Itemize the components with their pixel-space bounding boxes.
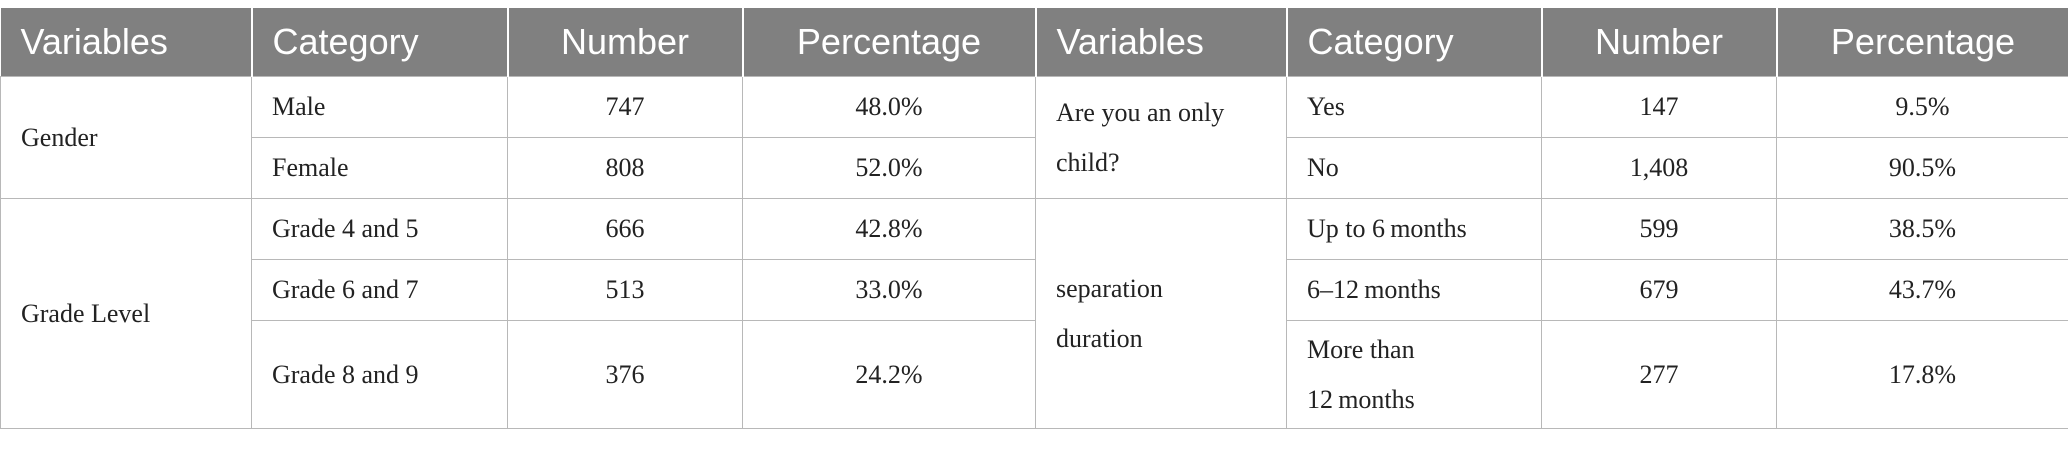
percentage-cell: 24.2%: [742, 320, 1036, 429]
number-cell: 679: [1541, 259, 1777, 321]
category-line2: 12 months: [1307, 384, 1415, 414]
number-cell: 599: [1541, 198, 1777, 260]
percentage-cell: 52.0%: [742, 137, 1036, 199]
variable-only-child-line1: Are you an only: [1056, 97, 1225, 127]
header-number: Number: [506, 8, 743, 77]
table-row: Gender Male 747 48.0% Are you an only chi…: [0, 76, 2068, 199]
demographics-table: Variables Category Number Percentage Var…: [0, 8, 2068, 429]
table-row: Female 808 52.0% No 1,408 90.5%: [1, 137, 2068, 199]
percentage-cell: 90.5%: [1776, 137, 2068, 199]
header-variables-2: Variables: [1034, 8, 1287, 77]
category-cell: Up to 6 months: [1286, 198, 1542, 260]
number-cell: 1,408: [1541, 137, 1777, 199]
number-cell: 747: [507, 76, 743, 138]
variable-only-child-line2: child?: [1056, 147, 1120, 177]
header-percentage-2: Percentage: [1775, 8, 2068, 77]
number-cell: 666: [507, 198, 743, 260]
header-variables: Variables: [0, 8, 252, 77]
header-category-2: Category: [1285, 8, 1542, 77]
category-cell: Grade 6 and 7: [251, 259, 508, 321]
variable-gender: Gender: [0, 76, 252, 199]
category-cell: Female: [251, 137, 508, 199]
table-row: Grade 8 and 9 376 24.2% More than 12 mont…: [1, 320, 2068, 429]
percentage-cell: 43.7%: [1776, 259, 2068, 321]
header-row: Variables Category Number Percentage Var…: [0, 8, 2068, 77]
number-cell: 513: [507, 259, 743, 321]
data-table-container: Variables Category Number Percentage Var…: [0, 8, 2068, 429]
variable-separation-line2: duration: [1056, 323, 1143, 353]
variable-separation-duration: separation duration: [1035, 198, 1287, 429]
category-cell: Male: [251, 76, 508, 138]
number-cell: 147: [1541, 76, 1777, 138]
header-percentage: Percentage: [741, 8, 1036, 77]
table-row: Grade 6 and 7 513 33.0% 6–12 months 679 …: [1, 259, 2068, 321]
category-cell: Grade 8 and 9: [251, 320, 508, 429]
category-cell: 6–12 months: [1286, 259, 1542, 321]
percentage-cell: 42.8%: [742, 198, 1036, 260]
header-number-2: Number: [1540, 8, 1777, 77]
category-line1: More than: [1307, 334, 1415, 364]
percentage-cell: 38.5%: [1776, 198, 2068, 260]
variable-grade-level: Grade Level: [0, 198, 252, 429]
header-category: Category: [250, 8, 508, 77]
category-cell: Grade 4 and 5: [251, 198, 508, 260]
number-cell: 277: [1541, 320, 1777, 429]
variable-separation-line1: separation: [1056, 273, 1163, 303]
table-row: Grade Level Grade 4 and 5 666 42.8% sepa…: [0, 198, 2068, 429]
category-cell: Yes: [1286, 76, 1542, 138]
category-cell: More than 12 months: [1286, 320, 1542, 429]
number-cell: 376: [507, 320, 743, 429]
percentage-cell: 9.5%: [1776, 76, 2068, 138]
percentage-cell: 33.0%: [742, 259, 1036, 321]
percentage-cell: 17.8%: [1776, 320, 2068, 429]
number-cell: 808: [507, 137, 743, 199]
category-cell: No: [1286, 137, 1542, 199]
percentage-cell: 48.0%: [742, 76, 1036, 138]
variable-only-child: Are you an only child?: [1035, 76, 1287, 199]
